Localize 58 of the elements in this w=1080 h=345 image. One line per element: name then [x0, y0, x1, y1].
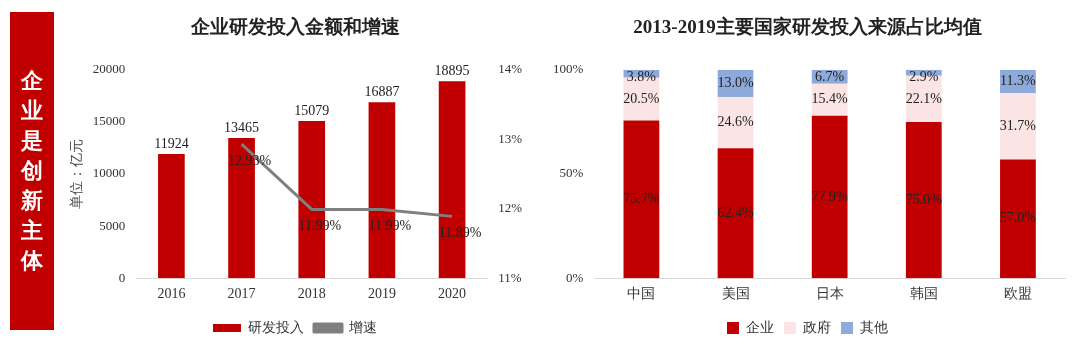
y-tick-label: 0 — [118, 269, 126, 285]
data-label: 16887 — [364, 83, 400, 99]
data-label: 11924 — [154, 135, 189, 151]
x-tick-label: 中国 — [627, 286, 656, 302]
data-label: 6.7% — [815, 69, 845, 85]
bar — [905, 121, 942, 279]
y2-tick-label: 12% — [498, 200, 523, 216]
data-label: 13.0% — [717, 75, 754, 91]
y-tick-label: 10000 — [92, 165, 126, 181]
data-label: 77.9% — [811, 188, 849, 204]
y-tick-label: 100% — [552, 61, 584, 77]
data-label: 75.0% — [905, 191, 943, 207]
bar — [158, 153, 185, 279]
data-label: 2.9% — [909, 69, 939, 85]
y-tick-label: 50% — [559, 165, 584, 181]
data-label: 15.4% — [811, 91, 849, 107]
legend-label: 政府 — [803, 319, 831, 335]
chart-title: 2013-2019主要国家研发投入来源占比均值 — [633, 16, 982, 38]
legend-label: 增速 — [348, 319, 377, 335]
chart-title: 企业研发投入金额和增速 — [189, 16, 400, 38]
data-label: 18895 — [434, 62, 470, 78]
y-tick-label: 20000 — [92, 61, 126, 77]
data-label: 13465 — [224, 119, 260, 135]
x-tick-label: 2020 — [438, 286, 467, 302]
data-label: 75.7% — [623, 190, 660, 206]
bar — [1000, 93, 1036, 160]
text: 企业是创新主体 — [20, 67, 44, 275]
data-label: 20.5% — [623, 90, 660, 106]
bar — [811, 115, 848, 279]
data-label: 22.1% — [905, 90, 943, 106]
y-tick-label: 5000 — [99, 217, 126, 233]
bar — [717, 148, 754, 279]
bar — [623, 120, 660, 279]
legend-label: 研发投入 — [248, 319, 304, 335]
y-tick-label: 15000 — [92, 113, 126, 129]
y2-tick-label: 11% — [498, 269, 522, 285]
x-tick-label: 欧盟 — [1003, 286, 1032, 302]
x-tick-label: 韩国 — [909, 286, 938, 302]
data-label: 57.0% — [999, 210, 1037, 226]
x-tick-label: 2016 — [157, 286, 186, 302]
legend-label: 其他 — [860, 319, 888, 335]
data-label: 11.3% — [1000, 73, 1037, 89]
x-tick-label: 2018 — [297, 286, 326, 302]
data-label: 24.6% — [717, 114, 754, 130]
x-tick-label: 日本 — [815, 286, 844, 302]
y2-tick-label: 13% — [498, 130, 523, 146]
x-tick-label: 2019 — [367, 286, 396, 302]
data-label: 62.4% — [717, 204, 754, 220]
data-label: 15079 — [294, 102, 330, 118]
y2-tick-label: 14% — [498, 61, 523, 77]
data-label: 31.7% — [999, 118, 1037, 134]
data-label: 3.8% — [626, 69, 657, 85]
y-axis-title: 单位：亿元 — [69, 139, 85, 209]
bar — [1000, 159, 1036, 279]
y-tick-label: 0% — [565, 269, 584, 285]
legend-label: 企业 — [746, 319, 774, 335]
x-tick-label: 美国 — [721, 286, 750, 302]
x-tick-label: 2017 — [227, 286, 256, 302]
